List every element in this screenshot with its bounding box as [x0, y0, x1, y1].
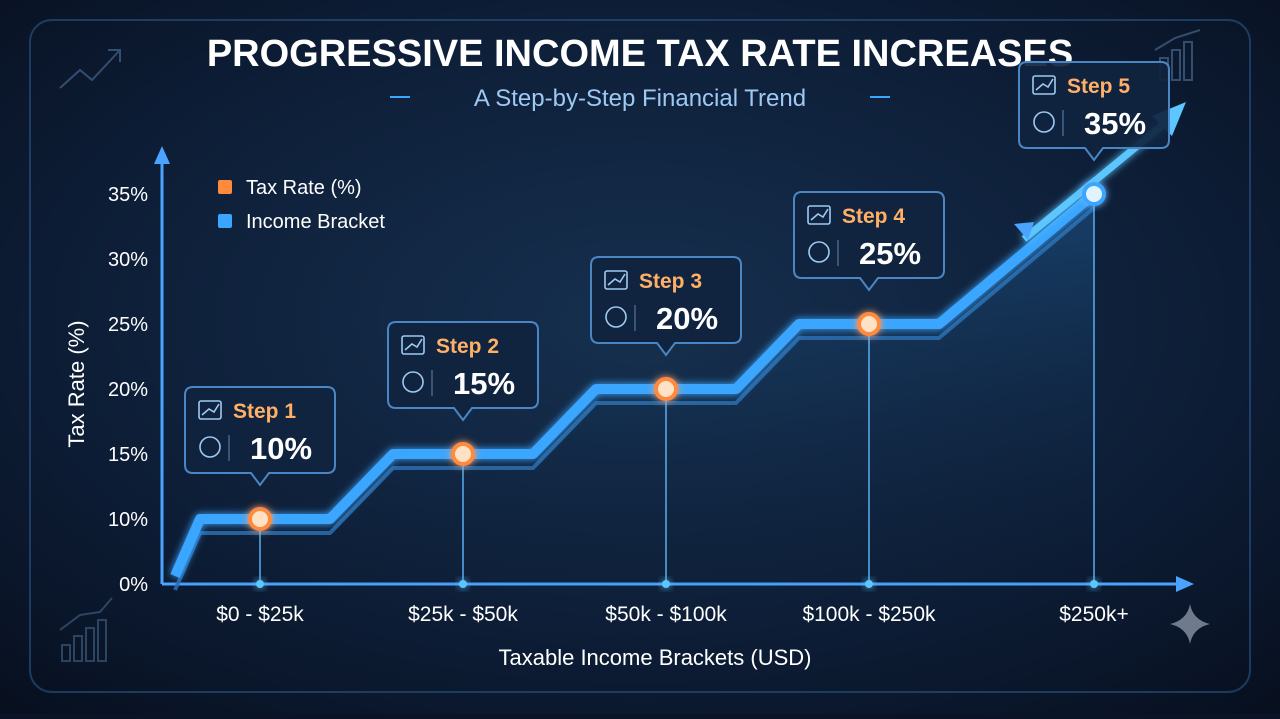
x-ticks: $0 - $25k $25k - $50k $50k - $100k $100k - …: [216, 603, 1129, 626]
y-ticks: 0% 10% 15% 20% 25% 30% 35%: [108, 184, 148, 596]
frame-border: [29, 19, 1251, 693]
callout-step-label: Step 5: [1067, 75, 1130, 98]
callout-box: [387, 321, 539, 422]
step-callout: Step 5 35%: [1018, 61, 1170, 162]
y-tick-label: 0%: [119, 574, 148, 596]
callout-box: [590, 256, 742, 357]
data-point: [654, 377, 678, 401]
y-axis-label: Tax Rate (%): [64, 320, 89, 447]
coins-icon: [604, 270, 628, 290]
hierarchy-icon: [1032, 75, 1056, 95]
y-tick-label: 20%: [108, 379, 148, 401]
y-tick-label: 10%: [108, 509, 148, 531]
axis-dot: [865, 580, 873, 588]
callout-layer: Step 110%Step 215%Step 320%Step 425%Step…: [184, 61, 1170, 487]
callout-step-label: Step 1: [233, 400, 296, 423]
legend-swatch-income-bracket: [218, 214, 232, 228]
step-callout: Step 4 25%: [793, 191, 945, 292]
step-callout: Step 3 20%: [590, 256, 742, 357]
x-tick-label: $0 - $25k: [216, 603, 304, 626]
x-tick-label: $25k - $50k: [408, 603, 518, 626]
callout-value-label: 20%: [656, 301, 718, 336]
growth-chart-icon: [198, 400, 222, 420]
x-tick-label: $100k - $250k: [802, 603, 936, 626]
data-point: [451, 442, 475, 466]
growth-arrow-icon: [59, 49, 121, 89]
data-point: [1082, 182, 1106, 206]
callout-step-label: Step 3: [639, 270, 702, 293]
callout-box: [1018, 61, 1170, 162]
step-callout: Step 2 15%: [387, 321, 539, 422]
series-layer: [170, 102, 1186, 591]
axis-dot: [256, 580, 264, 588]
dollar-coin-icon: [402, 371, 424, 393]
axis-dot: [662, 580, 670, 588]
dollar-coin-icon: [605, 306, 627, 328]
legend: Tax Rate (%) Income Bracket: [218, 177, 385, 233]
axis-dot: [1090, 580, 1098, 588]
callout-step-label: Step 2: [436, 335, 499, 358]
data-point: [248, 507, 272, 531]
data-point: [857, 312, 881, 336]
callout-value-label: 35%: [1084, 106, 1146, 141]
y-tick-label: 30%: [108, 249, 148, 271]
chart-title: PROGRESSIVE INCOME TAX RATE INCREASES: [207, 33, 1073, 75]
callout-box: [793, 191, 945, 292]
dollar-coin-icon: [1033, 111, 1055, 133]
y-tick-label: 25%: [108, 314, 148, 336]
x-axis-arrow-icon: [1176, 576, 1194, 592]
callout-step-label: Step 4: [842, 205, 905, 228]
legend-label-tax-rate: Tax Rate (%): [246, 177, 362, 199]
trend-arrow-small-icon: [1014, 222, 1034, 240]
money-stack-icon: [401, 335, 425, 355]
callout-box: [184, 386, 336, 487]
sparkle-icon: [1170, 604, 1210, 644]
legend-swatch-tax-rate: [218, 180, 232, 194]
y-tick-label: 15%: [108, 444, 148, 466]
step-callout: Step 1 10%: [184, 386, 336, 487]
callout-value-label: 25%: [859, 236, 921, 271]
x-tick-label: $250k+: [1059, 603, 1128, 626]
chart-subtitle: A Step-by-Step Financial Trend: [474, 85, 806, 112]
y-axis-arrow-icon: [154, 146, 170, 164]
bar-chart-corner-icon: [59, 597, 113, 662]
dollar-coin-icon: [808, 241, 830, 263]
callout-value-label: 15%: [453, 366, 515, 401]
axis-dot: [459, 580, 467, 588]
callout-value-label: 10%: [250, 431, 312, 466]
y-tick-label: 35%: [108, 184, 148, 206]
x-axis-label: Taxable Income Brackets (USD): [499, 645, 812, 670]
coins-icon: [807, 205, 831, 225]
dollar-coin-icon: [199, 436, 221, 458]
x-tick-label: $50k - $100k: [605, 603, 727, 626]
legend-label-income-bracket: Income Bracket: [246, 211, 385, 233]
